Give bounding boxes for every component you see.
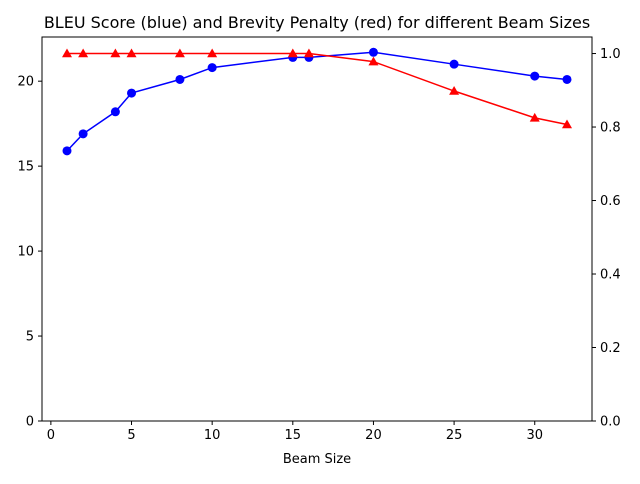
x-tick-label: 5 xyxy=(127,428,135,443)
y-right-tick-label: 0.2 xyxy=(600,341,621,356)
y-right-tick-label: 0.0 xyxy=(600,415,621,430)
bleu-point xyxy=(62,146,72,156)
brevity-point xyxy=(126,48,137,58)
bleu-point xyxy=(449,59,459,69)
brevity-point xyxy=(562,119,572,129)
y-right-tick-label: 0.6 xyxy=(600,194,621,209)
bleu-point xyxy=(368,47,378,57)
bleu-point xyxy=(207,63,217,73)
x-tick-label: 30 xyxy=(526,428,543,443)
plot-frame xyxy=(41,36,593,422)
y-left-tick-label: 20 xyxy=(17,75,34,90)
brevity-point xyxy=(207,48,218,58)
brevity-point xyxy=(303,48,314,58)
chart-title: BLEU Score (blue) and Brevity Penalty (r… xyxy=(44,13,590,32)
x-tick-label: 20 xyxy=(365,428,382,443)
y-right-tick-label: 0.4 xyxy=(600,268,621,283)
bleu-point xyxy=(127,88,137,98)
brevity-point xyxy=(174,48,185,58)
y-left-tick-label: 15 xyxy=(17,160,34,175)
x-tick-label: 0 xyxy=(47,428,55,443)
y-left-tick-label: 10 xyxy=(17,245,34,260)
brevity-point xyxy=(368,56,379,66)
bleu-point xyxy=(175,74,185,84)
x-tick-label: 15 xyxy=(285,428,302,443)
y-left-tick-label: 5 xyxy=(26,330,34,345)
y-right-tick-label: 1.0 xyxy=(600,47,621,62)
bleu-point xyxy=(530,71,540,81)
x-tick-label: 25 xyxy=(446,428,463,443)
bleu-point xyxy=(110,107,120,117)
brevity-point xyxy=(110,48,121,58)
brevity-point xyxy=(529,112,540,122)
bleu-point xyxy=(562,74,572,84)
bleu-series-line xyxy=(66,51,568,152)
y-left-tick-label: 0 xyxy=(26,415,34,430)
brevity-point xyxy=(287,48,298,58)
bleu-point xyxy=(78,129,88,139)
brevity-point xyxy=(78,48,89,58)
brevity-point xyxy=(449,86,460,95)
y-right-tick-label: 0.8 xyxy=(600,121,621,136)
brevity-series-line xyxy=(67,52,568,126)
x-axis-label: Beam Size xyxy=(283,452,351,467)
brevity-point xyxy=(62,48,72,58)
plot-area: 0 5 10 15 20 25 30 0 5 10 15 20 0.0 0.2 0.4 0.6 0.8 1.0 xyxy=(17,36,621,443)
x-tick-label: 10 xyxy=(204,428,221,443)
